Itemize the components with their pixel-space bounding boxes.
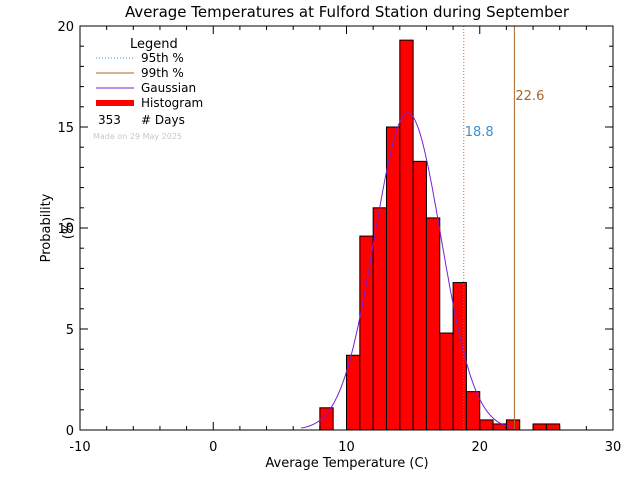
x-axis-label: Average Temperature (C) <box>265 456 428 471</box>
legend-label: 99th % <box>141 66 184 80</box>
histogram-bar <box>372 207 387 431</box>
x-tick-label: 0 <box>209 440 217 455</box>
gaussian-layer <box>301 112 514 429</box>
chart-title: Average Temperatures at Fulford Station … <box>125 3 570 21</box>
percentile-layer: 18.8 22.6 <box>463 26 544 430</box>
legend-label: Histogram <box>141 96 203 110</box>
legend-label: Gaussian <box>141 81 196 95</box>
histogram-bar <box>412 160 427 431</box>
y-tick-label: 0 <box>66 424 74 439</box>
legend-label: 95th % <box>141 51 184 65</box>
histogram-bar <box>359 235 374 431</box>
histogram-bar <box>532 423 547 431</box>
legend-title: Legend <box>130 37 178 52</box>
histogram-bar <box>545 423 561 431</box>
gaussian-curve <box>301 112 514 429</box>
y-tick-label: 15 <box>57 121 74 136</box>
y-tick-label: 20 <box>57 20 74 35</box>
histogram-bar <box>385 126 401 431</box>
y-axis-label: Probability (%) <box>39 193 76 262</box>
y-tick-label: 5 <box>66 323 74 338</box>
histogram-bar <box>465 391 481 431</box>
percentile-label: 22.6 <box>515 89 544 104</box>
histogram-bar <box>439 332 454 431</box>
histogram-bar <box>505 419 521 431</box>
histogram-bar <box>425 217 441 431</box>
histogram-bar <box>399 39 414 431</box>
histogram-bar <box>479 419 494 431</box>
x-tick-label: 10 <box>338 440 355 455</box>
made-on-note: Made on 29 May 2025 <box>93 132 182 141</box>
histogram-bars <box>319 39 561 431</box>
y-tick-label: 10 <box>57 222 74 237</box>
x-tick-label: 30 <box>605 440 622 455</box>
x-tick-label: -10 <box>69 440 90 455</box>
days-label: # Days <box>141 113 185 127</box>
days-count: 353 <box>98 113 121 127</box>
x-tick-label: 20 <box>471 440 488 455</box>
percentile-label: 18.8 <box>465 125 494 140</box>
